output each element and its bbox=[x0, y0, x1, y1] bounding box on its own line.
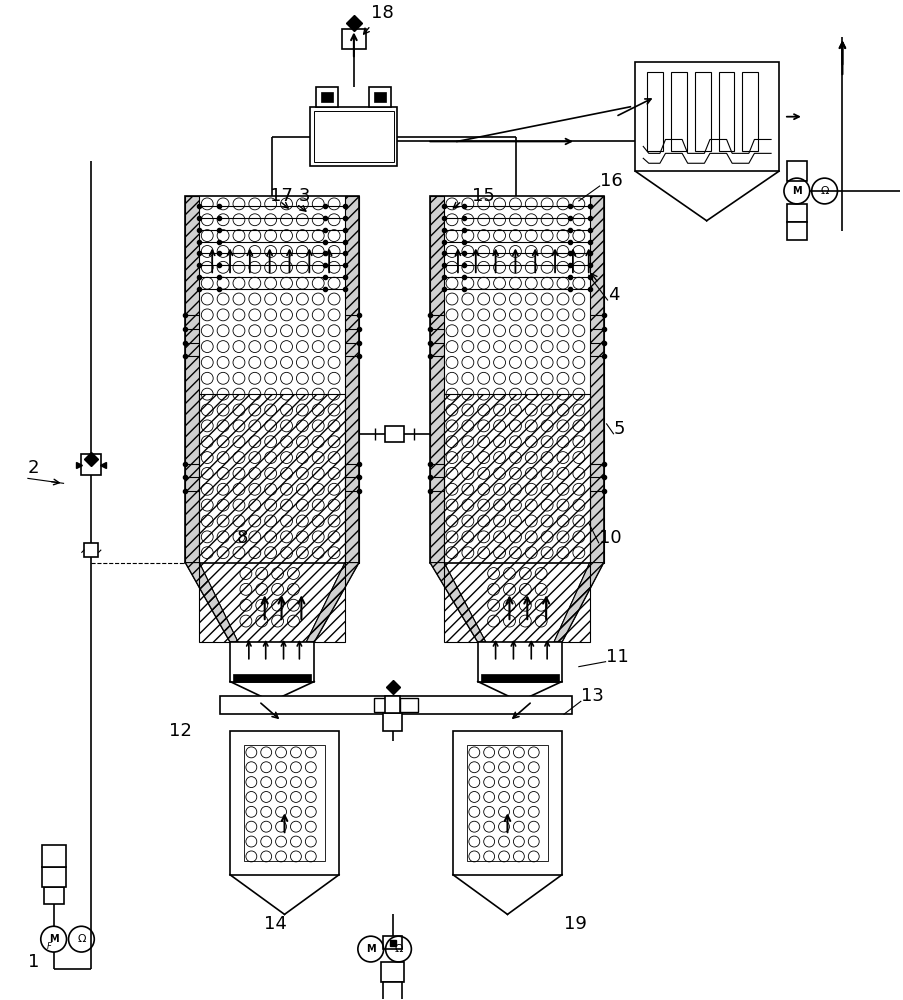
Text: 12: 12 bbox=[169, 722, 191, 740]
Bar bbox=[589, 196, 603, 563]
Polygon shape bbox=[185, 563, 237, 642]
Bar bbox=[477, 642, 562, 682]
Bar bbox=[84, 543, 98, 557]
Bar bbox=[310, 107, 397, 166]
Bar bbox=[694, 72, 710, 151]
Text: Ω: Ω bbox=[819, 186, 828, 196]
Bar bbox=[786, 161, 805, 181]
Bar bbox=[635, 62, 778, 171]
Bar bbox=[368, 87, 390, 107]
Text: 14: 14 bbox=[264, 915, 286, 933]
Text: 13: 13 bbox=[580, 687, 603, 705]
Polygon shape bbox=[554, 563, 603, 642]
Text: 15: 15 bbox=[471, 187, 494, 205]
Bar bbox=[81, 454, 101, 475]
Bar bbox=[430, 196, 443, 563]
Bar bbox=[42, 845, 66, 867]
Bar bbox=[480, 674, 558, 682]
Bar bbox=[741, 72, 758, 151]
Text: 16: 16 bbox=[599, 172, 621, 190]
Bar bbox=[786, 204, 805, 222]
Bar bbox=[373, 92, 386, 102]
Bar bbox=[43, 887, 63, 904]
Bar bbox=[341, 29, 366, 49]
Text: 17: 17 bbox=[269, 187, 293, 205]
Bar bbox=[316, 87, 338, 107]
Bar bbox=[199, 394, 345, 642]
Bar bbox=[382, 936, 402, 949]
Bar bbox=[244, 745, 325, 861]
Bar bbox=[466, 745, 547, 861]
Text: 4: 4 bbox=[607, 286, 619, 304]
Polygon shape bbox=[306, 563, 358, 642]
Bar bbox=[229, 731, 339, 875]
Bar bbox=[42, 867, 66, 887]
Text: M: M bbox=[366, 944, 375, 954]
Bar bbox=[786, 222, 805, 240]
Bar bbox=[384, 696, 400, 713]
Bar bbox=[443, 394, 589, 642]
Text: 11: 11 bbox=[605, 648, 628, 666]
Bar bbox=[384, 426, 404, 442]
Bar bbox=[718, 72, 733, 151]
Bar bbox=[452, 731, 562, 875]
Text: F: F bbox=[47, 942, 51, 951]
Bar bbox=[314, 111, 393, 162]
Bar bbox=[647, 72, 662, 151]
Text: 1: 1 bbox=[28, 953, 39, 971]
Bar bbox=[233, 674, 311, 682]
Text: 19: 19 bbox=[563, 915, 586, 933]
Bar bbox=[380, 962, 404, 982]
Text: M: M bbox=[791, 186, 801, 196]
Bar bbox=[185, 196, 358, 563]
Bar bbox=[670, 72, 686, 151]
Bar bbox=[321, 92, 332, 102]
Bar bbox=[382, 982, 402, 1000]
Text: M: M bbox=[49, 934, 59, 944]
Text: 8: 8 bbox=[237, 529, 248, 547]
Text: 3: 3 bbox=[298, 187, 310, 205]
Bar bbox=[382, 713, 402, 731]
Text: Ω: Ω bbox=[394, 944, 403, 954]
Text: 18: 18 bbox=[370, 4, 393, 22]
Text: 5: 5 bbox=[613, 420, 624, 438]
Bar bbox=[345, 196, 358, 563]
Text: 10: 10 bbox=[598, 529, 620, 547]
Bar bbox=[430, 196, 603, 563]
Bar bbox=[229, 642, 314, 682]
Bar bbox=[185, 196, 199, 563]
Bar bbox=[220, 696, 572, 714]
Bar bbox=[373, 698, 391, 712]
Text: Ω: Ω bbox=[77, 934, 86, 944]
Text: 2: 2 bbox=[28, 459, 40, 477]
Bar bbox=[400, 698, 418, 712]
Polygon shape bbox=[430, 563, 485, 642]
